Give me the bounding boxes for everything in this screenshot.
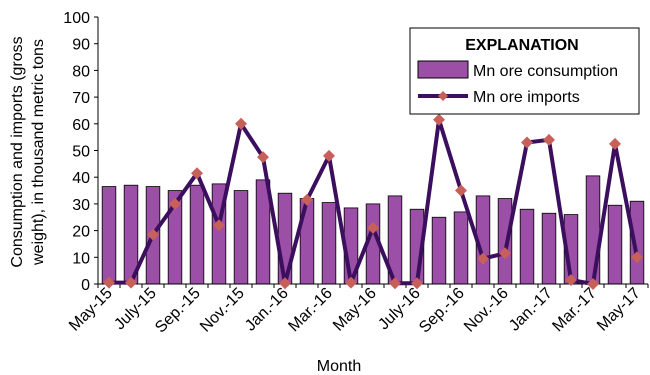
imports-point-Aug-16 <box>433 113 445 126</box>
imports-point-Sep.-16 <box>455 184 467 197</box>
x-tick-label-May-15: May-15 <box>66 285 116 335</box>
x-tick-label-Jan.-16: Jan.-16 <box>242 285 292 335</box>
consumption-bar-Apr.-17 <box>607 204 623 285</box>
x-tick-labels: May-15July-15Sep.-15Nov.-15Jan.-16Mar.-1… <box>66 285 644 337</box>
y-tick-labels: 0 10 20 30 40 50 60 70 80 90 100 <box>63 10 90 294</box>
imports-point-Dec.-16 <box>521 136 533 149</box>
imports-line <box>103 113 643 290</box>
legend: EXPLANATION Mn ore consumption Mn ore im… <box>409 27 640 115</box>
imports-point-July-15 <box>147 228 159 241</box>
imports-point-Oct.-15 <box>213 219 225 232</box>
x-tick-label-Mar.-16: Mar.-16 <box>285 285 335 335</box>
imports-point-Mar.-16 <box>323 149 335 162</box>
consumption-bar-Sep.-15 <box>189 184 205 285</box>
y-axis-title-line-1: Consumption and imports (gross <box>9 36 26 267</box>
imports-point-Oct.-16 <box>477 252 489 265</box>
imports-point-Jun-16 <box>389 277 401 290</box>
imports-point-Jun-15 <box>125 276 137 289</box>
consumption-bar-Dec.-16 <box>519 208 535 285</box>
x-tick-label-Nov.-16: Nov.-16 <box>461 285 512 336</box>
x-tick-label-May-16: May-16 <box>330 285 380 335</box>
legend-bar-swatch <box>417 60 469 79</box>
consumption-bar-Nov.-15 <box>233 190 249 285</box>
imports-point-July-16 <box>411 277 423 290</box>
imports-point-May-15 <box>103 276 115 289</box>
legend-series-2-label: Mn ore imports <box>473 89 580 106</box>
imports-point-May-17 <box>631 251 643 264</box>
consumption-bar-Jan.-17 <box>541 212 557 285</box>
x-tick-label-May-17: May-17 <box>594 285 644 335</box>
consumption-bar-Mar.-17 <box>585 175 601 285</box>
x-tick-label-Mar.-17: Mar.-17 <box>549 285 599 335</box>
y-tick-label-80: 80 <box>72 63 90 80</box>
x-axis-title: Month <box>317 358 361 375</box>
y-axis-title-line-2: weight), in thousand metric tons <box>30 39 47 266</box>
imports-point-May-16 <box>367 221 379 234</box>
consumption-bar-Sep.-16 <box>453 211 469 285</box>
imports-point-Mar.-17 <box>587 278 599 290</box>
x-tick-label-Jan.-17: Jan.-17 <box>506 285 556 335</box>
consumption-bar-Mar.-16 <box>321 202 337 285</box>
legend-title: EXPLANATION <box>465 37 578 54</box>
y-tick-label-100: 100 <box>63 10 90 27</box>
consumption-bar-Nov.-16 <box>497 198 513 285</box>
imports-point-Feb.-16 <box>301 193 313 206</box>
legend-line-marker <box>438 91 448 101</box>
imports-point-Nov.-15 <box>235 117 247 130</box>
y-tick-label-20: 20 <box>72 224 90 241</box>
imports-point-Apr.-17 <box>609 137 621 150</box>
legend-series-1-label: Mn ore consumption <box>473 63 618 80</box>
consumption-bars <box>101 175 645 285</box>
imports-point-Sep.-15 <box>191 167 203 180</box>
imports-point-Apr.-16 <box>345 276 357 289</box>
y-tick-label-90: 90 <box>72 37 90 54</box>
consumption-bar-May-15 <box>101 186 117 285</box>
y-tick-label-30: 30 <box>72 197 90 214</box>
y-tick-label-70: 70 <box>72 90 90 107</box>
y-tick-label-40: 40 <box>72 170 90 187</box>
consumption-bar-Aug-16 <box>431 216 447 285</box>
x-tick-label-Sep.-16: Sep.-16 <box>416 285 468 337</box>
imports-point-Dec.-15 <box>257 151 269 164</box>
imports-point-Aug-15 <box>169 197 181 210</box>
x-tick-label-Nov.-15: Nov.-15 <box>197 285 248 336</box>
axes <box>94 16 649 288</box>
imports-point-Jan.-16 <box>279 277 291 290</box>
y-tick-label-10: 10 <box>72 250 90 267</box>
y-tick-label-0: 0 <box>81 277 90 294</box>
y-tick-label-60: 60 <box>72 117 90 134</box>
imports-point-Jan.-17 <box>543 133 555 146</box>
x-tick-label-Sep.-15: Sep.-15 <box>152 285 204 337</box>
y-tick-label-50: 50 <box>72 144 90 161</box>
imports-point-Nov.-16 <box>499 247 511 260</box>
imports-point-Feb.-17 <box>565 273 577 286</box>
